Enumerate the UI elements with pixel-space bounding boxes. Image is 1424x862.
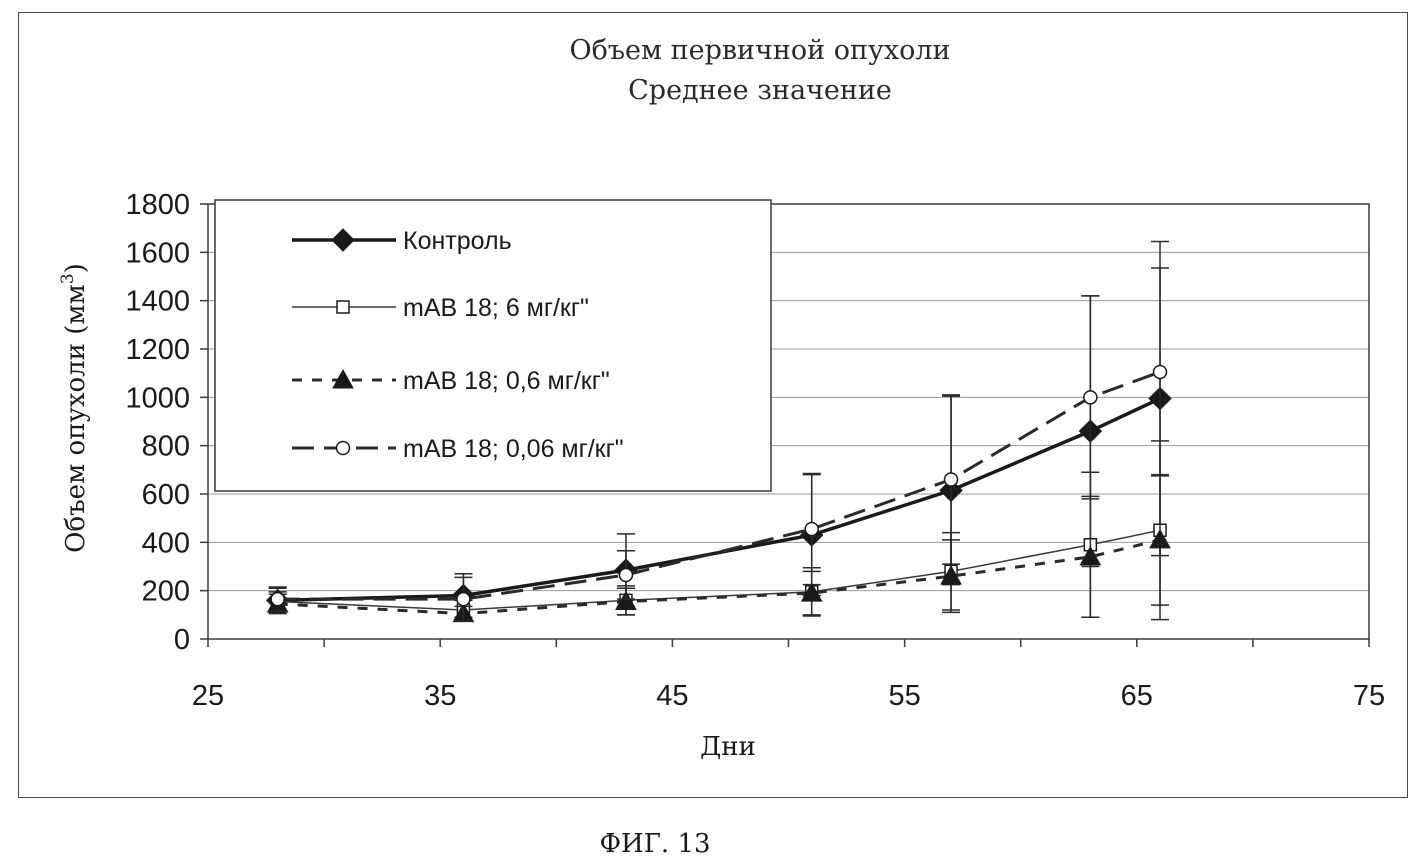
chart-title: Объем первичной опухоли [569,35,950,66]
data-point [271,593,284,606]
data-point [1084,391,1097,404]
y-axis-label-suffix: ) [61,263,91,273]
data-point [1150,530,1170,548]
y-axis-label-superscript: 3 [58,273,78,284]
figure-caption: ФИГ. 13 [599,829,710,859]
data-point [457,593,470,606]
x-tick-label: 65 [1121,680,1153,712]
x-tick-label: 75 [1353,680,1385,712]
series-3 [268,475,1170,622]
x-tick-label: 25 [192,680,224,712]
x-tick-label: 45 [656,680,688,712]
x-tick-label: 35 [424,680,456,712]
data-point [1154,365,1167,378]
y-tick-label: 800 [142,431,190,463]
y-tick-label: 1800 [125,189,190,221]
y-tick-label: 1600 [125,237,190,269]
data-point [619,568,632,581]
y-axis: 0 200 400 600 800 1000 1200 1400 1600 1800 [125,189,208,656]
x-tick-label: 55 [888,680,920,712]
chart-subtitle: Среднее значение [628,75,892,106]
y-tick-label: 600 [142,479,190,511]
x-axis: 25 35 45 55 65 75 [192,639,1385,712]
x-axis-label: Дни [700,732,756,762]
y-tick-label: 0 [174,624,190,656]
legend-label: mAB 18; 0,6 мг/кг" [403,367,610,395]
y-tick-label: 1000 [125,382,190,414]
legend-label: mAB 18; 0,06 мг/кг" [403,435,624,463]
y-tick-label: 1200 [125,334,190,366]
data-point [805,523,818,536]
legend-swatch-marker [337,442,350,455]
legend-swatch-marker [337,301,349,313]
y-axis-label: Объем опухоли (мм3) [58,263,91,553]
data-point [945,473,958,486]
y-tick-label: 1400 [125,286,190,318]
y-tick-label: 200 [142,576,190,608]
y-tick-label: 400 [142,527,190,559]
legend-label: mAB 18; 6 мг/кг" [403,294,589,322]
legend-label: Контроль [403,227,512,255]
legend: Контроль mAB 18; 6 мг/кг" mAB 18; 0,6 мг/к… [215,200,771,491]
